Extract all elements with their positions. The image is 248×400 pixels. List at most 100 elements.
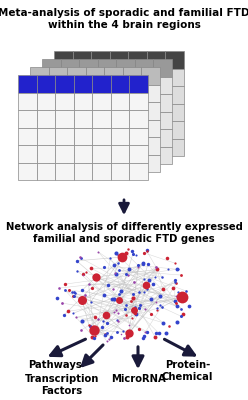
Text: Meta-analysis of sporadic and familial FTD
within the 4 brain regions: Meta-analysis of sporadic and familial F… xyxy=(0,8,248,30)
Bar xyxy=(49,67,67,84)
Bar xyxy=(30,84,49,102)
Bar xyxy=(73,138,91,156)
Bar xyxy=(110,104,128,121)
Bar xyxy=(165,138,184,156)
Bar xyxy=(79,59,98,76)
Bar xyxy=(91,86,110,104)
Bar xyxy=(98,112,116,129)
Bar xyxy=(128,68,147,86)
Bar xyxy=(55,128,74,145)
Bar xyxy=(61,59,79,76)
Bar xyxy=(42,94,61,112)
Bar xyxy=(123,154,141,172)
Bar xyxy=(86,67,104,84)
Bar xyxy=(110,86,128,104)
Bar xyxy=(104,120,123,137)
Bar xyxy=(92,128,111,145)
Bar xyxy=(116,94,135,112)
Bar xyxy=(123,67,141,84)
Bar xyxy=(74,92,92,110)
Bar xyxy=(55,110,74,128)
Bar xyxy=(129,75,148,92)
Bar xyxy=(67,137,86,154)
Bar xyxy=(129,145,148,162)
Bar xyxy=(123,120,141,137)
Bar xyxy=(42,112,61,129)
Bar xyxy=(135,76,154,94)
Bar xyxy=(79,76,98,94)
Bar xyxy=(135,59,154,76)
Bar xyxy=(98,129,116,146)
Bar xyxy=(135,146,154,164)
Bar xyxy=(42,129,61,146)
Bar xyxy=(92,145,111,162)
Bar xyxy=(73,51,91,68)
Bar xyxy=(67,120,86,137)
Bar xyxy=(147,121,165,138)
Bar xyxy=(141,137,160,154)
Bar xyxy=(116,112,135,129)
Bar xyxy=(30,120,49,137)
Bar xyxy=(18,128,36,145)
Bar xyxy=(61,76,79,94)
Bar xyxy=(116,76,135,94)
Bar xyxy=(42,146,61,164)
Bar xyxy=(92,75,111,92)
Bar xyxy=(74,110,92,128)
Bar xyxy=(111,162,129,180)
Bar xyxy=(91,51,110,68)
Bar xyxy=(98,94,116,112)
Bar xyxy=(141,120,160,137)
Bar xyxy=(49,84,67,102)
Bar xyxy=(61,146,79,164)
Bar xyxy=(30,137,49,154)
Bar xyxy=(129,110,148,128)
Bar xyxy=(61,94,79,112)
Bar xyxy=(86,154,104,172)
Bar xyxy=(111,92,129,110)
Bar xyxy=(36,128,55,145)
Bar xyxy=(91,121,110,138)
Bar xyxy=(154,59,172,76)
Text: Pathways: Pathways xyxy=(28,360,82,370)
Bar xyxy=(154,129,172,146)
Bar xyxy=(49,102,67,120)
Bar xyxy=(54,51,73,68)
Bar xyxy=(36,162,55,180)
Bar xyxy=(42,76,61,94)
Bar xyxy=(165,86,184,104)
Bar xyxy=(49,120,67,137)
Bar xyxy=(92,92,111,110)
Bar xyxy=(67,154,86,172)
Bar xyxy=(98,146,116,164)
Bar xyxy=(73,121,91,138)
Bar xyxy=(86,102,104,120)
Bar xyxy=(54,86,73,104)
Bar xyxy=(91,104,110,121)
Bar xyxy=(110,121,128,138)
Bar xyxy=(30,102,49,120)
Bar xyxy=(30,67,49,84)
Bar xyxy=(147,68,165,86)
Bar xyxy=(74,162,92,180)
Bar xyxy=(30,154,49,172)
Bar xyxy=(116,59,135,76)
Bar xyxy=(123,137,141,154)
Bar xyxy=(54,121,73,138)
Text: MicroRNA: MicroRNA xyxy=(111,374,165,384)
Bar xyxy=(104,154,123,172)
Bar xyxy=(92,162,111,180)
Bar xyxy=(86,84,104,102)
Bar xyxy=(111,128,129,145)
Bar xyxy=(116,146,135,164)
Bar xyxy=(18,92,36,110)
Bar xyxy=(154,76,172,94)
Bar xyxy=(154,112,172,129)
Bar xyxy=(128,104,147,121)
Bar xyxy=(110,51,128,68)
Bar xyxy=(67,84,86,102)
Bar xyxy=(79,129,98,146)
Bar xyxy=(135,129,154,146)
Bar xyxy=(18,110,36,128)
Bar xyxy=(74,145,92,162)
